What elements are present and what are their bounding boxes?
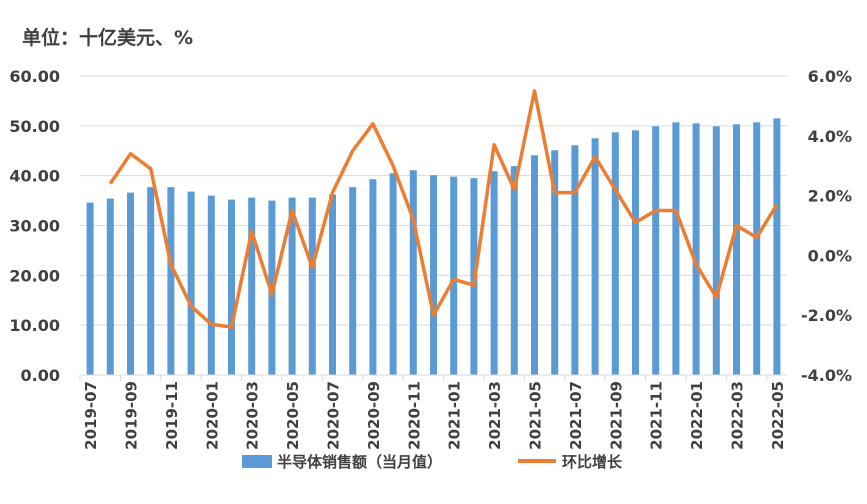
bar-2022-01 bbox=[692, 123, 700, 375]
bar-2019-10 bbox=[147, 187, 155, 375]
bar-2020-03 bbox=[248, 197, 256, 375]
x-tick-label: 2020-05 bbox=[284, 381, 302, 450]
x-tick-label: 2020-01 bbox=[203, 381, 221, 450]
unit-label: 单位：十亿美元、% bbox=[22, 26, 193, 49]
bar-2021-08 bbox=[591, 138, 599, 375]
bar-2022-03 bbox=[733, 124, 740, 375]
x-tick-label: 2020-09 bbox=[365, 381, 383, 450]
x-tick-label: 2022-05 bbox=[769, 381, 787, 450]
left-tick-label: 20.00 bbox=[9, 266, 60, 285]
bar-2020-05 bbox=[288, 197, 296, 375]
axes: 0.00 10.00 20.00 30.00 40.00 50.00 60.00 -4.0% -… bbox=[9, 67, 852, 450]
right-tick-label: -2.0% bbox=[801, 306, 852, 325]
bar-2022-04 bbox=[753, 122, 761, 375]
left-tick-label: 0.00 bbox=[21, 366, 60, 385]
bar-2021-01 bbox=[450, 176, 458, 375]
bar-2021-10 bbox=[632, 130, 639, 375]
legend-bar-label: 半导体销售额（当月值） bbox=[277, 453, 442, 471]
bar-2021-04 bbox=[510, 166, 518, 375]
bar-2020-08 bbox=[349, 187, 357, 375]
right-tick-label: 2.0% bbox=[808, 187, 852, 206]
bar-2020-11 bbox=[409, 170, 417, 375]
bar-2021-12 bbox=[672, 122, 680, 375]
left-tick-label: 50.00 bbox=[9, 117, 60, 136]
left-tick-label: 10.00 bbox=[9, 316, 60, 335]
x-tick-label: 2021-05 bbox=[527, 381, 545, 450]
x-tick-label: 2020-11 bbox=[405, 381, 423, 450]
legend-line-label: 环比增长 bbox=[562, 453, 623, 471]
x-tick-label: 2020-03 bbox=[244, 381, 262, 450]
x-tick-label: 2022-03 bbox=[729, 381, 747, 450]
x-tick-label: 2019-11 bbox=[163, 381, 181, 450]
x-tick-label: 2021-03 bbox=[486, 381, 504, 450]
legend: 半导体销售额（当月值） 环比增长 bbox=[242, 453, 623, 471]
bar-2019-08 bbox=[106, 198, 114, 375]
bar-2020-02 bbox=[228, 199, 235, 375]
x-tick-label: 2022-01 bbox=[688, 381, 706, 450]
legend-bar-swatch bbox=[242, 455, 272, 468]
bar-2020-07 bbox=[329, 194, 336, 375]
line-series bbox=[108, 89, 779, 329]
bar-2020-01 bbox=[207, 195, 215, 375]
bar-2020-10 bbox=[389, 173, 397, 375]
bar-2019-11 bbox=[167, 187, 175, 375]
x-tick-label: 2021-01 bbox=[446, 381, 464, 450]
bar-2021-05 bbox=[531, 155, 538, 375]
bar-2019-09 bbox=[127, 192, 134, 375]
bar-2020-09 bbox=[369, 179, 377, 375]
x-tick-label: 2021-09 bbox=[607, 381, 625, 450]
x-tick-label: 2019-07 bbox=[82, 381, 100, 450]
x-tick-label: 2020-07 bbox=[325, 381, 343, 450]
left-tick-label: 40.00 bbox=[9, 167, 60, 186]
bar-series bbox=[86, 118, 781, 375]
x-tick-label: 2021-11 bbox=[648, 381, 666, 450]
right-tick-label: 6.0% bbox=[808, 67, 852, 86]
bar-2021-09 bbox=[611, 132, 619, 375]
bar-2019-12 bbox=[187, 191, 195, 375]
bar-2021-06 bbox=[551, 150, 559, 375]
bar-2022-05 bbox=[773, 118, 781, 375]
x-tick-label: 2021-07 bbox=[567, 381, 585, 450]
bar-2020-06 bbox=[308, 197, 316, 375]
x-tick-label: 2019-09 bbox=[123, 381, 141, 450]
bar-2021-07 bbox=[571, 145, 579, 375]
bar-2021-03 bbox=[490, 171, 498, 375]
line-path bbox=[108, 89, 779, 329]
bar-2019-07 bbox=[86, 202, 94, 375]
left-tick-label: 60.00 bbox=[9, 67, 60, 86]
right-tick-label: -4.0% bbox=[801, 366, 852, 385]
bar-2021-11 bbox=[652, 126, 660, 375]
left-tick-label: 30.00 bbox=[9, 217, 60, 236]
bar-2022-02 bbox=[712, 126, 720, 375]
bar-2020-12 bbox=[430, 175, 437, 375]
right-tick-label: 4.0% bbox=[808, 127, 852, 146]
right-tick-label: 0.0% bbox=[808, 246, 852, 265]
